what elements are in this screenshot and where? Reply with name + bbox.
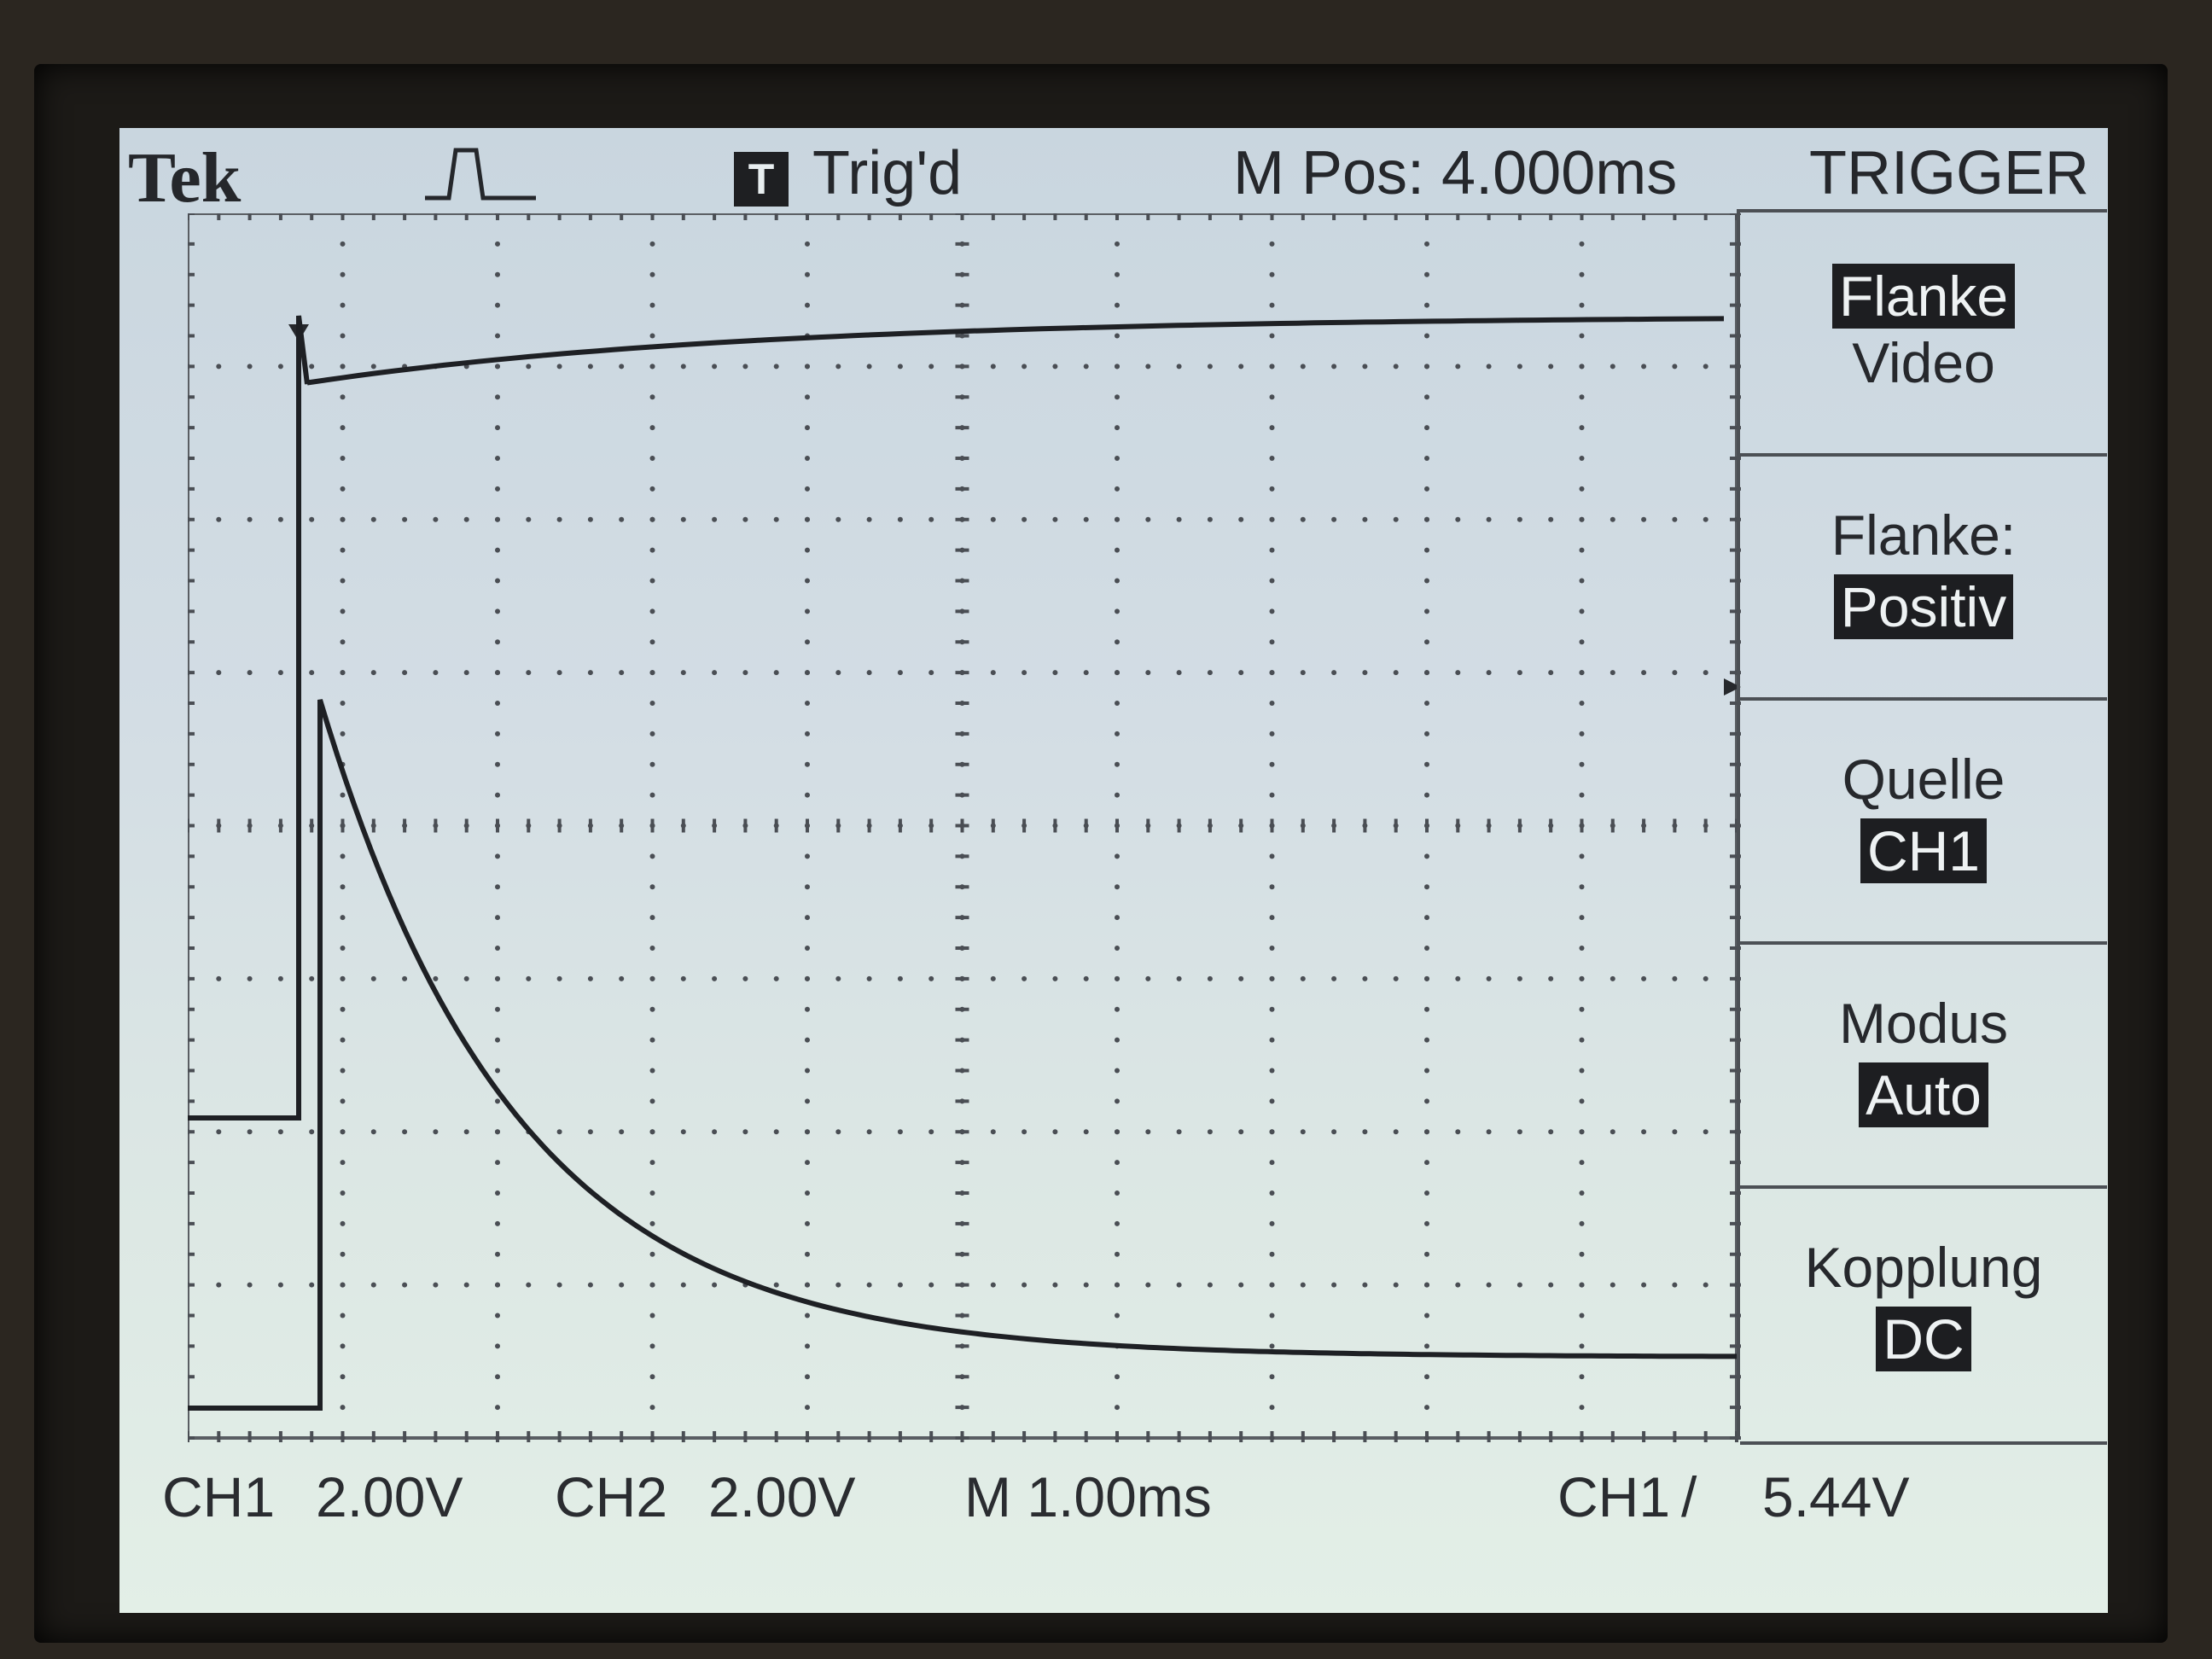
trigger-menu: Flanke Video Flanke: Positiv Quelle CH1 … xyxy=(1737,209,2107,1438)
menu-slope-label: Flanke: xyxy=(1740,501,2107,569)
ch1-label: CH1 xyxy=(162,1463,275,1531)
main-position-readout: M Pos: 4.000ms xyxy=(1233,135,1677,212)
ch1-scale: 2.00V xyxy=(316,1463,463,1531)
trigger-slope-icon: / xyxy=(1681,1463,1697,1531)
menu-item-coupling[interactable]: Kopplung DC xyxy=(1740,1185,2107,1445)
menu-coupling-label: Kopplung xyxy=(1740,1233,2107,1301)
menu-mode-label: Modus xyxy=(1740,989,2107,1057)
trigger-source-readout: CH1 xyxy=(1557,1463,1670,1531)
trigger-status-badge: T xyxy=(734,152,789,207)
ch2-label: CH2 xyxy=(555,1463,667,1531)
ch2-trace xyxy=(188,700,1737,1408)
pulse-edge-icon xyxy=(425,138,544,207)
menu-type-alt: Video xyxy=(1852,329,1995,397)
timebase-readout: M 1.00ms xyxy=(964,1463,1212,1531)
menu-source-value: CH1 xyxy=(1860,818,1987,883)
menu-item-source[interactable]: Quelle CH1 xyxy=(1740,697,2107,941)
menu-item-type[interactable]: Flanke Video xyxy=(1740,209,2107,453)
menu-mode-value: Auto xyxy=(1859,1062,1988,1127)
menu-item-mode[interactable]: Modus Auto xyxy=(1740,941,2107,1185)
menu-type-selected: Flanke xyxy=(1832,264,2015,329)
ch2-scale: 2.00V xyxy=(708,1463,855,1531)
menu-slope-value: Positiv xyxy=(1834,574,2013,639)
oscilloscope-screen: Tek T Trig'd M Pos: 4.000ms TRIGGER 1 2 … xyxy=(119,128,2108,1613)
trigger-level-readout: 5.44V xyxy=(1762,1463,1909,1531)
menu-title: TRIGGER xyxy=(1809,135,2089,212)
status-bar: CH1 2.00V CH2 2.00V M 1.00ms CH1 / 5.44V xyxy=(119,1442,2108,1613)
brand-logo: Tek xyxy=(128,140,241,217)
graticule-grid xyxy=(188,213,1741,1442)
waveform-display: 1 2 xyxy=(188,213,1741,1442)
ch1-trace xyxy=(188,316,1724,1118)
menu-coupling-value: DC xyxy=(1876,1307,1970,1371)
menu-source-label: Quelle xyxy=(1740,745,2107,813)
menu-item-slope[interactable]: Flanke: Positiv xyxy=(1740,453,2107,697)
trigger-status: Trig'd xyxy=(812,135,962,212)
